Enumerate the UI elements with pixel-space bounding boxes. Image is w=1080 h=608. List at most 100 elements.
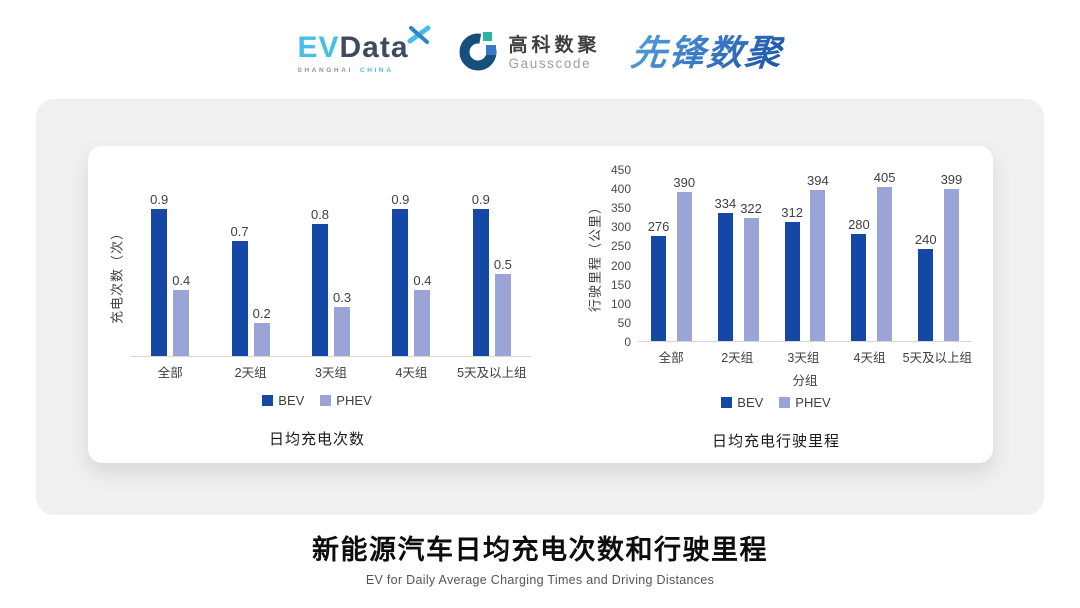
plot-area: 0.9 0.4 0.7 0.2 0.8 0.3 0.9 0.4 0.9 0.5 xyxy=(130,192,532,357)
bar-group: 240 399 xyxy=(905,170,972,341)
bar-column: 312 xyxy=(781,170,803,341)
bar-bev xyxy=(851,234,867,341)
bar-column: 280 xyxy=(848,170,870,341)
y-axis-tick: 400 xyxy=(610,182,631,197)
bar-group: 312 394 xyxy=(772,170,839,341)
gausscode-name-en: Gausscode xyxy=(508,56,592,72)
bar-phev xyxy=(253,323,270,356)
category-label: 4天组 xyxy=(853,351,886,365)
gausscode-logo: 高科数聚 Gausscode xyxy=(457,30,601,77)
evdata-wordmark: EV Data xyxy=(297,30,408,64)
y-axis-tick: 300 xyxy=(610,220,631,235)
bar-value-label: 334 xyxy=(714,196,737,212)
bar-phev xyxy=(743,217,759,341)
legend-item-phev: PHEV xyxy=(320,393,372,408)
y-axis-tick: 50 xyxy=(617,315,631,330)
chart-caption: 日均充电次数 xyxy=(268,431,365,448)
bar-bev xyxy=(717,213,733,341)
legend-swatch xyxy=(320,395,332,406)
header-logos: EV Data SHANGHAI CHINA 高科数聚 Gausscode 先锋数… xyxy=(0,24,1080,82)
bar-phev xyxy=(334,306,351,356)
main-title: 新能源汽车日均充电次数和行驶里程 xyxy=(312,535,768,565)
chart-caption: 日均充电行驶里程 xyxy=(711,433,840,450)
footer: 新能源汽车日均充电次数和行驶里程 EV for Daily Average Ch… xyxy=(0,528,1080,587)
y-axis-title: 行驶里程（公里） xyxy=(580,170,608,342)
evdata-subtext-shanghai: SHANGHAI xyxy=(297,66,353,74)
bar-column: 322 xyxy=(740,170,762,341)
bar-column: 0.2 xyxy=(253,192,271,356)
bar-group: 0.9 0.4 xyxy=(130,192,210,356)
bar-value-label: 0.8 xyxy=(310,207,330,222)
bar-value-label: 0.5 xyxy=(493,256,512,272)
bar-group: 0.9 0.4 xyxy=(371,192,451,356)
bar-column: 240 xyxy=(915,170,937,341)
bar-column: 390 xyxy=(673,170,695,341)
y-axis-tick: 200 xyxy=(610,258,631,273)
bar-column: 394 xyxy=(807,170,829,341)
bar-value-label: 0.4 xyxy=(172,273,191,288)
category-label: 全部 xyxy=(658,351,684,365)
category-label: 2天组 xyxy=(234,366,267,380)
evdata-x-icon xyxy=(407,25,431,50)
pioneer-data-logo: 先锋数聚 xyxy=(628,32,785,73)
category-label: 2天组 xyxy=(721,351,754,365)
legend-item-bev: BEV xyxy=(721,395,763,410)
gausscode-wordmark: 高科数聚 Gausscode xyxy=(509,35,601,72)
category-label: 3天组 xyxy=(787,351,820,365)
y-axis-tick: 150 xyxy=(610,277,631,292)
evdata-subtext: SHANGHAI CHINA xyxy=(297,67,408,74)
legend-swatch xyxy=(262,395,274,406)
y-axis-title-text: 充电次数（次） xyxy=(109,225,125,324)
bar-value-label: 240 xyxy=(914,232,937,248)
bar-value-label: 0.7 xyxy=(230,223,249,239)
bar-column: 405 xyxy=(874,170,895,341)
bar-phev xyxy=(414,290,431,356)
bar-column: 334 xyxy=(714,170,736,341)
bar-value-label: 0.2 xyxy=(252,306,271,321)
plot-area: 276 390 334 322 312 394 280 405 240 399 xyxy=(638,170,972,342)
legend-swatch xyxy=(721,397,733,408)
bar-phev xyxy=(877,187,893,341)
legend-label: PHEV xyxy=(795,395,831,410)
main-subtitle: EV for Daily Average Charging Times and … xyxy=(365,573,715,587)
bar-value-label: 0.3 xyxy=(333,289,352,305)
bar-bev xyxy=(231,240,248,356)
bar-group: 0.9 0.5 xyxy=(452,192,532,356)
chart-daily-charging-times: 充电次数（次） 0.9 0.4 0.7 0.2 0.8 0.3 0.9 0.4 0.9 0.5 全… xyxy=(102,192,532,449)
y-axis-ticks: 0 50 100 150 200 250 300 350 400 450 xyxy=(608,163,638,349)
legend: BEV PHEV xyxy=(580,395,972,410)
legend-item-phev: PHEV xyxy=(779,395,831,410)
bar-column: 0.4 xyxy=(172,192,190,356)
bar-value-label: 0.9 xyxy=(471,192,490,207)
bar-bev xyxy=(151,209,168,356)
y-axis-title-text: 行驶里程（公里） xyxy=(587,199,603,313)
bar-value-label: 390 xyxy=(673,174,696,190)
y-axis-tick: 250 xyxy=(610,239,631,254)
evdata-logo: EV Data SHANGHAI CHINA xyxy=(297,25,431,74)
gausscode-name-cn: 高科数聚 xyxy=(508,34,601,56)
bar-group: 0.8 0.3 xyxy=(291,192,371,356)
category-label: 3天组 xyxy=(315,366,347,380)
bar-bev xyxy=(918,249,934,341)
evdata-subtext-china: CHINA xyxy=(359,66,394,74)
bar-group: 280 405 xyxy=(838,170,905,341)
bar-column: 0.9 xyxy=(472,192,490,356)
bar-column: 0.3 xyxy=(333,192,351,356)
legend-item-bev: BEV xyxy=(262,393,304,408)
bar-value-label: 399 xyxy=(940,171,963,187)
category-label: 4天组 xyxy=(395,366,428,380)
category-label: 5天及以上组 xyxy=(457,366,527,380)
bar-column: 0.9 xyxy=(150,192,168,356)
chart-daily-driving-distance: 行驶里程（公里） 0 50 100 150 200 250 300 350 400 450 276… xyxy=(580,163,973,451)
legend-label: BEV xyxy=(737,395,764,410)
bar-value-label: 280 xyxy=(848,217,870,232)
category-label: 5天及以上组 xyxy=(902,351,973,365)
bar-bev xyxy=(311,224,328,356)
bar-value-label: 0.4 xyxy=(413,273,432,288)
bar-group: 0.7 0.2 xyxy=(210,192,290,356)
bar-phev xyxy=(173,290,190,356)
x-axis-categories: 全部 2天组 3天组 4天组 5天及以上组 xyxy=(638,347,972,366)
y-axis-tick: 450 xyxy=(610,163,631,177)
bar-column: 0.7 xyxy=(231,192,249,356)
evdata-wordmark-ev: EV xyxy=(297,30,340,64)
